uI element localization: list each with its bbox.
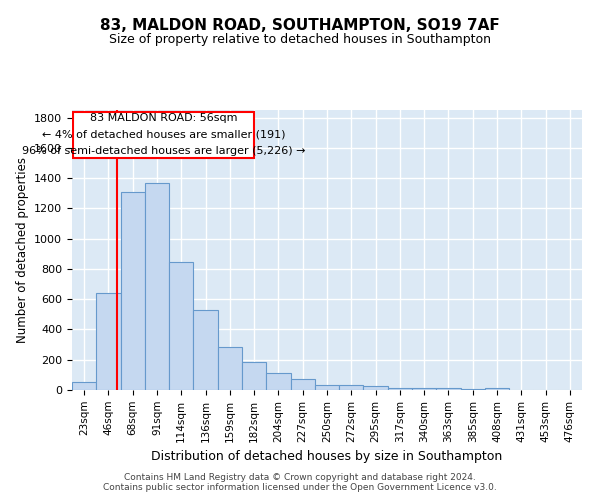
Text: Contains HM Land Registry data © Crown copyright and database right 2024.: Contains HM Land Registry data © Crown c… [124,474,476,482]
Bar [436,388,461,390]
Bar [169,262,193,390]
Bar [412,388,436,390]
Bar [218,347,242,390]
Bar [266,374,290,390]
Text: Contains public sector information licensed under the Open Government Licence v3: Contains public sector information licen… [103,484,497,492]
Bar [364,386,388,390]
Bar [315,384,339,390]
Bar [96,293,121,390]
Text: 83, MALDON ROAD, SOUTHAMPTON, SO19 7AF: 83, MALDON ROAD, SOUTHAMPTON, SO19 7AF [100,18,500,32]
Bar [290,380,315,390]
Bar [388,388,412,390]
Bar [73,112,254,158]
Text: 96% of semi-detached houses are larger (5,226) →: 96% of semi-detached houses are larger (… [22,146,305,156]
Bar [461,389,485,390]
Text: ← 4% of detached houses are smaller (191): ← 4% of detached houses are smaller (191… [42,129,286,139]
Bar [485,388,509,390]
Bar [121,192,145,390]
Text: 83 MALDON ROAD: 56sqm: 83 MALDON ROAD: 56sqm [90,113,238,123]
Bar [242,362,266,390]
Bar [339,384,364,390]
Bar [193,310,218,390]
Bar [145,182,169,390]
Bar [72,382,96,390]
X-axis label: Distribution of detached houses by size in Southampton: Distribution of detached houses by size … [151,450,503,463]
Y-axis label: Number of detached properties: Number of detached properties [16,157,29,343]
Text: Size of property relative to detached houses in Southampton: Size of property relative to detached ho… [109,32,491,46]
